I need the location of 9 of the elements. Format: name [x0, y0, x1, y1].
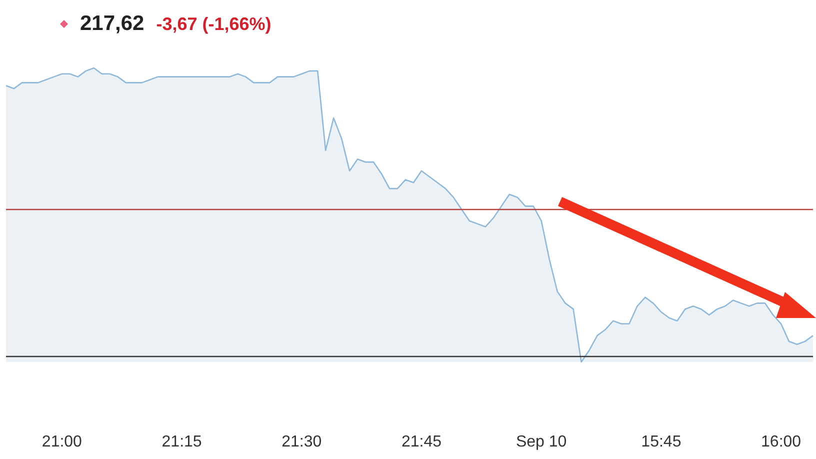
x-tick-label: 21:00 — [42, 434, 82, 450]
x-tick-label: Sep 10 — [516, 434, 567, 450]
x-tick-label: 21:30 — [282, 434, 322, 450]
chart-title: 217,62 — [80, 12, 144, 36]
x-tick-label: 21:15 — [162, 434, 202, 450]
x-tick-label: 15:45 — [641, 434, 682, 450]
x-tick-label: 16:00 — [761, 434, 802, 450]
x-tick-label: 21:45 — [401, 434, 442, 450]
chart-subtitle: -3,67 (-1,66%) — [156, 14, 272, 34]
